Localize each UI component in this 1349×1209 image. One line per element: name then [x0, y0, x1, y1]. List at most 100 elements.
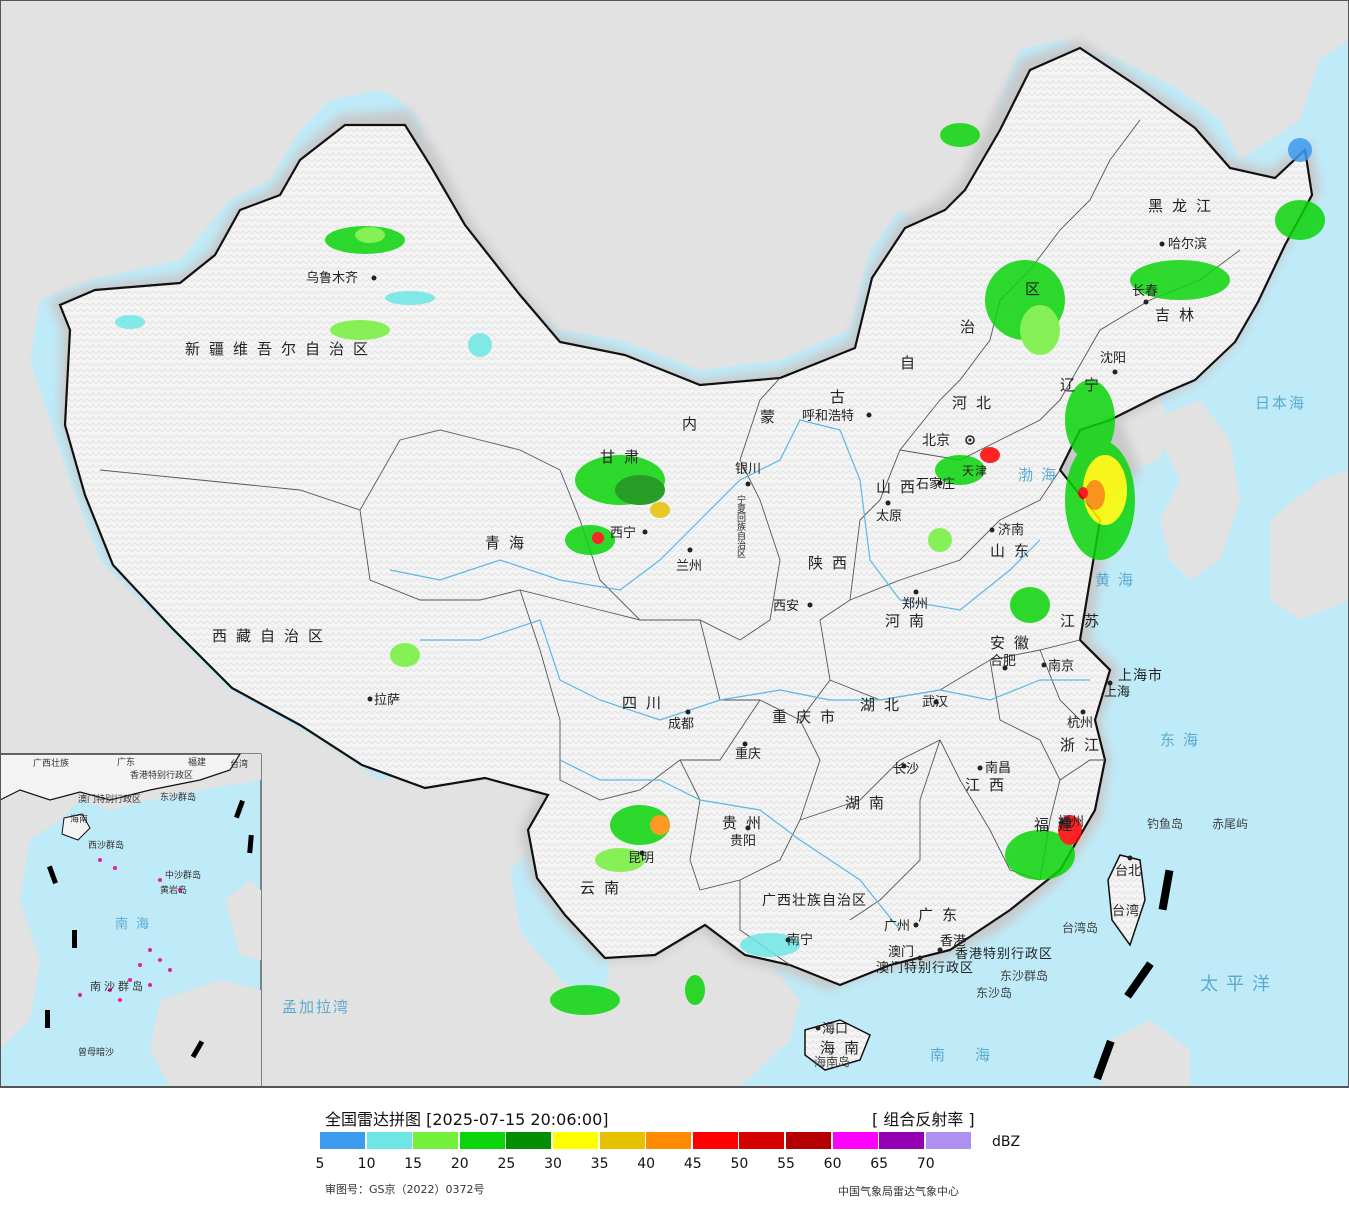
inset-xisha: 西沙群岛 [88, 839, 124, 851]
legend-swatch [925, 1132, 971, 1149]
inset-dongsha: 东沙群岛 [160, 791, 196, 803]
city-jinan: 济南 [998, 522, 1024, 538]
radar-map: 新疆维吾尔自治区 西藏自治区 青海 甘肃 内 蒙 古 自 治 区 黑龙江 吉林 … [0, 0, 1349, 1088]
city-macau: 澳门 [888, 944, 914, 960]
inset-guangdong: 广东 [117, 756, 135, 768]
region-neimenggu-3: 古 [830, 388, 854, 406]
region-shanxi: 山西 [876, 478, 924, 496]
legend-tick: 70 [916, 1156, 935, 1172]
island-hainan: 海南岛 [814, 1054, 850, 1069]
legend-tick: 40 [637, 1156, 656, 1172]
legend-swatch [553, 1132, 598, 1149]
island-dash-lines [1093, 869, 1174, 1081]
inset-south-china-sea: 广西壮族 广东 福建 台湾 香港特别行政区 澳门特别行政区 海南 东沙群岛 西沙… [0, 753, 262, 1088]
city-fuzhou: 福州 [1058, 815, 1084, 830]
unit-label: dBZ [992, 1134, 1021, 1150]
legend-tick: 20 [450, 1156, 469, 1172]
region-xizang: 西藏自治区 [212, 627, 332, 645]
region-neimenggu-5: 治 [960, 318, 984, 336]
region-qinghai: 青海 [485, 534, 533, 552]
taiwan-land [1107, 854, 1146, 947]
region-jiangsu: 江苏 [1060, 612, 1108, 630]
city-xian: 西安 [773, 599, 799, 614]
sea-bengal: 孟加拉湾 [282, 998, 350, 1016]
hainan-land [804, 1019, 871, 1071]
sea-labels: 渤海 黄海 东海 南海 日本海 太平洋 孟加拉湾 [282, 394, 1306, 1064]
city-nanning: 南宁 [787, 932, 813, 948]
region-gansu: 甘肃 [600, 448, 648, 466]
region-heilongjiang: 黑龙江 [1148, 197, 1220, 215]
sea-japan: 日本海 [1255, 394, 1306, 412]
inset-taiwan: 台湾 [230, 758, 248, 770]
region-liaoning: 辽宁 [1060, 376, 1108, 394]
city-guangzhou: 广州 [884, 919, 910, 934]
inset-hongkong: 香港特别行政区 [130, 769, 193, 781]
sea-south: 南海 [930, 1046, 1020, 1064]
region-jilin: 吉林 [1155, 306, 1203, 324]
city-chengdu: 成都 [668, 717, 694, 732]
sea-bohai: 渤海 [1018, 466, 1064, 484]
region-anhui: 安徽 [990, 634, 1038, 652]
city-kunming: 昆明 [628, 851, 654, 866]
inset-fujian: 福建 [188, 756, 206, 768]
region-zhejiang: 浙江 [1060, 736, 1108, 754]
region-sichuan: 四川 [622, 694, 670, 712]
legend-swatch [320, 1132, 365, 1149]
legend-tick: 45 [683, 1156, 702, 1172]
region-hebei: 河北 [952, 394, 1000, 412]
legend-swatch [459, 1132, 505, 1149]
sea-yellow: 黄海 [1095, 571, 1141, 589]
city-chongqing: 重庆 [735, 746, 761, 762]
product-name: [ 组合反射率 ] [872, 1110, 975, 1129]
city-guiyang: 贵阳 [730, 834, 756, 849]
legend-swatch [832, 1132, 878, 1149]
city-changsha: 长沙 [893, 762, 919, 777]
city-changchun: 长春 [1132, 284, 1158, 299]
city-harbin: 哈尔滨 [1168, 236, 1207, 252]
city-nanjing: 南京 [1048, 658, 1074, 674]
island-diaoyu: 钓鱼岛 [1147, 816, 1183, 831]
region-guangxi: 广西壮族自治区 [762, 893, 867, 909]
legend-tick: 30 [544, 1156, 562, 1172]
inset-macau: 澳门特别行政区 [78, 793, 141, 805]
city-nanchang: 南昌 [985, 760, 1011, 776]
city-haikou: 海口 [822, 1022, 848, 1037]
city-shenyang: 沈阳 [1100, 351, 1126, 366]
region-jiangxi: 江西 [965, 776, 1013, 794]
region-guangdong: 广东 [918, 906, 966, 924]
region-hainan: 海南 [820, 1039, 868, 1057]
inset-huangyan: 黄岩岛 [160, 884, 187, 896]
city-yinchuan: 银川 [735, 462, 761, 477]
inset-zhongsha: 中沙群岛 [165, 869, 201, 881]
region-shaanxi: 陕西 [808, 554, 856, 572]
region-tianjin: 天津 [962, 464, 988, 478]
city-lhasa: 拉萨 [374, 693, 400, 708]
city-beijing: 北京 [922, 433, 950, 449]
legend-swatch [366, 1132, 412, 1149]
legend-swatch [879, 1132, 925, 1149]
philippines [1100, 1020, 1190, 1087]
region-guizhou: 贵州 [722, 814, 770, 832]
island-dongsha-islands: 东沙群岛 [1000, 968, 1048, 983]
island-taiwan: 台湾岛 [1062, 920, 1098, 935]
region-neimenggu-4: 自 [900, 354, 924, 372]
city-taipei: 台北 [1115, 864, 1141, 879]
inset-nanhai: 南海 [115, 916, 157, 932]
approval-number: 审图号：GS京（2022）0372号 [325, 1183, 485, 1196]
legend-tick: 65 [870, 1156, 889, 1172]
legend-footer: 全国雷达拼图 [2025-07-15 20:06:00] [ 组合反射率 ] 5… [0, 1087, 1349, 1209]
city-hohhot: 呼和浩特 [802, 409, 854, 424]
city-labels: 乌鲁木齐 拉萨 西宁 兰州 银川 呼和浩特 北京 石家庄 太原 济南 郑州 西安… [306, 236, 1207, 1037]
region-neimenggu-6: 区 [1025, 280, 1049, 298]
region-hubei: 湖北 [860, 696, 908, 714]
inset-zengmu: 曾母暗沙 [78, 1046, 114, 1058]
legend-tick: 15 [404, 1156, 423, 1172]
city-shanghai: 上海 [1104, 685, 1130, 700]
region-macau: 澳门特别行政区 [876, 960, 974, 976]
japan [1270, 470, 1349, 620]
inset-guangxi: 广西壮族 [33, 757, 69, 769]
inset-hainan: 海南 [70, 813, 88, 825]
legend-swatch [692, 1132, 738, 1149]
island-chiwei: 赤尾屿 [1212, 817, 1248, 831]
legend-swatch [599, 1132, 645, 1149]
